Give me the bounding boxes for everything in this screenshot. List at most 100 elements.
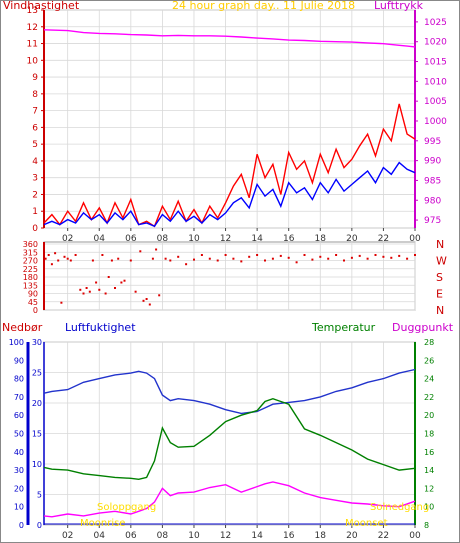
direction-point <box>367 258 369 260</box>
rain-tick-label: 40 <box>14 448 24 457</box>
direction-point <box>101 254 103 256</box>
direction-point <box>75 254 77 256</box>
direction-point <box>165 258 167 260</box>
dir-tick-label: 180 <box>23 273 38 282</box>
rain-tick-label: 50 <box>14 430 24 439</box>
direction-point <box>375 254 377 256</box>
rain-tick-label: 90 <box>14 356 24 365</box>
y-tick-label: 0 <box>32 224 38 234</box>
direction-point <box>390 257 392 259</box>
dewpoint-label: Duggpunkt <box>392 321 454 334</box>
x-tick-label: 06 <box>125 531 137 541</box>
y-tick-label: 1 <box>32 207 38 217</box>
rain-tick-label: 0 <box>19 521 24 530</box>
direction-point <box>143 300 145 302</box>
direction-point <box>169 260 171 262</box>
direction-point <box>152 258 154 260</box>
direction-point <box>193 259 195 261</box>
dir-tick-label: 135 <box>23 281 38 290</box>
dir-tick-label: 90 <box>28 290 38 299</box>
humidity-tick-label: 15 <box>32 430 42 439</box>
direction-point <box>108 276 110 278</box>
y2-tick-label: 1005 <box>424 97 447 107</box>
direction-point <box>86 287 88 289</box>
x-tick-label: 14 <box>251 531 263 541</box>
x-tick-label: 04 <box>94 531 106 541</box>
y2-tick-label: 985 <box>424 176 441 186</box>
direction-point <box>70 260 72 262</box>
pressure-axis: 975980985990995100010051010101510201025 <box>415 10 447 228</box>
dir-tick-label: 315 <box>23 248 38 257</box>
y-tick-label: 4 <box>32 157 38 167</box>
wind-pressure-panel: 012345678910111213 975980985990995100010… <box>3 0 447 244</box>
direction-point <box>92 260 94 262</box>
temp-tick-label: 12 <box>424 484 434 493</box>
direction-point <box>256 254 258 256</box>
direction-point <box>319 256 321 258</box>
direction-point <box>146 298 148 300</box>
humidity-tick-label: 10 <box>32 460 42 469</box>
y2-tick-label: 1020 <box>424 38 447 48</box>
temp-tick-label: 28 <box>424 338 434 347</box>
x-tick-label: 20 <box>346 531 358 541</box>
humidity-tick-label: 20 <box>32 399 42 408</box>
y2-tick-label: 990 <box>424 157 441 167</box>
rain-tick-label: 10 <box>14 503 24 512</box>
y2-tick-label: 975 <box>424 216 441 226</box>
humidity-temp-panel: 0102030405060708090100051015202530810121… <box>2 321 454 541</box>
compass-label: S <box>436 271 443 284</box>
direction-point <box>64 256 66 258</box>
direction-point <box>67 258 69 260</box>
temp-tick-label: 22 <box>424 393 434 402</box>
rain-tick-label: 70 <box>14 393 24 402</box>
rain-tick-label: 30 <box>14 466 24 475</box>
y-tick-label: 10 <box>27 56 39 66</box>
direction-point <box>130 260 132 262</box>
dir-tick-label: 45 <box>28 298 38 307</box>
direction-point <box>149 304 151 306</box>
x-tick-label: 16 <box>283 531 295 541</box>
compass-label: E <box>436 288 443 301</box>
direction-point <box>280 255 282 257</box>
direction-point <box>79 289 81 291</box>
direction-panel: 04590135180225270315360 NWSEN <box>23 238 447 317</box>
rain-tick-label: 100 <box>9 338 24 347</box>
direction-degree-axis: 04590135180225270315360 <box>23 240 44 315</box>
direction-point <box>177 256 179 258</box>
direction-point <box>48 254 50 256</box>
direction-point <box>83 293 85 295</box>
y2-tick-label: 995 <box>424 137 441 147</box>
direction-point <box>359 255 361 257</box>
y-tick-label: 11 <box>27 40 38 50</box>
direction-point <box>304 254 306 256</box>
rain-tick-label: 60 <box>14 411 24 420</box>
x-tick-label: 00 <box>409 531 421 541</box>
direction-compass-axis: NWSEN <box>436 238 447 317</box>
direction-point <box>209 258 211 260</box>
humidity-tick-label: 25 <box>32 369 42 378</box>
temp-tick-label: 16 <box>424 448 434 457</box>
y-tick-label: 5 <box>32 140 38 150</box>
direction-point <box>406 258 408 260</box>
x-tick-label: 12 <box>220 531 231 541</box>
direction-point <box>51 263 53 265</box>
direction-point <box>114 287 116 289</box>
temp-tick-label: 20 <box>424 411 434 420</box>
y2-tick-label: 1015 <box>424 58 447 68</box>
y2-tick-label: 1010 <box>424 77 447 87</box>
direction-point <box>120 282 122 284</box>
direction-point <box>98 289 100 291</box>
pressure-label: Lufttrykk <box>374 0 424 12</box>
x-tick-label: 22 <box>378 531 389 541</box>
y-tick-label: 7 <box>32 107 38 117</box>
direction-point <box>248 256 250 258</box>
humidity-tick-label: 30 <box>32 338 42 347</box>
direction-point <box>240 260 242 262</box>
humidity-tick-label: 0 <box>37 521 42 530</box>
direction-point <box>382 256 384 258</box>
y-tick-label: 3 <box>32 174 38 184</box>
direction-point <box>351 257 353 259</box>
humidity-label: Luftfuktighet <box>65 321 136 334</box>
